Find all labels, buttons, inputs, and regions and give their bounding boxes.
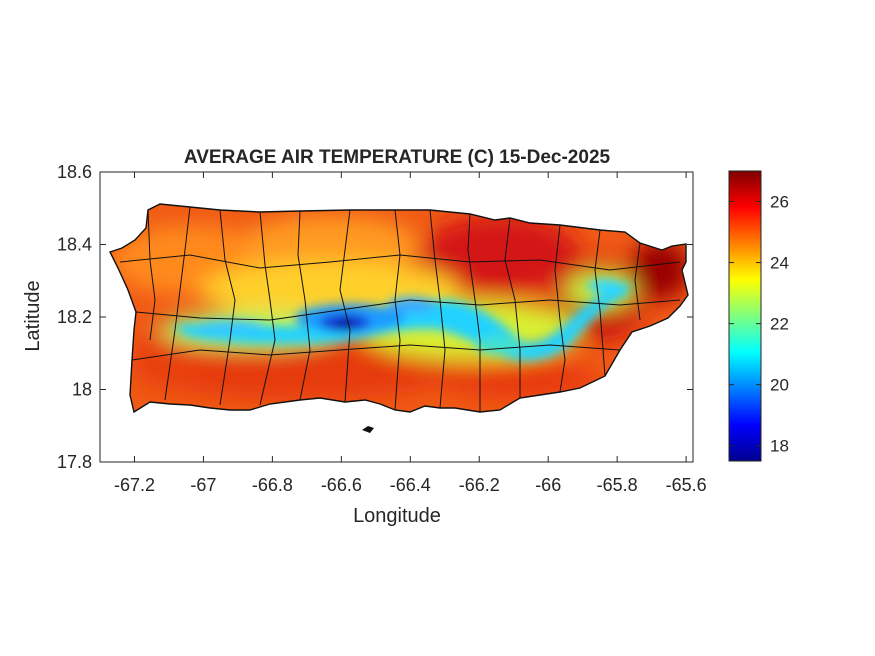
y-tick-label: 18	[72, 380, 92, 400]
y-tick-label: 18.6	[57, 162, 92, 182]
x-tick-label: -65.6	[666, 475, 707, 495]
colorbar-ticks: 18 20 22 24 26	[729, 193, 789, 456]
x-tick-label: -66.2	[459, 475, 500, 495]
x-tick-label: -66.8	[252, 475, 293, 495]
colorbar-tick-label: 20	[770, 376, 789, 395]
x-tick-label: -66.6	[321, 475, 362, 495]
x-tick-label: -66.4	[390, 475, 431, 495]
caja-de-muertos-island	[362, 426, 374, 433]
colorbar-tick-label: 18	[770, 437, 789, 456]
y-tick-label: 18.2	[57, 307, 92, 327]
x-axis: -67.2 -67 -66.8 -66.6 -66.4 -66.2 -66 -65.8 -65.…	[114, 172, 707, 495]
municipal-borders	[119, 206, 681, 412]
colorbar-tick-label: 22	[770, 315, 789, 334]
x-tick-label: -65.8	[597, 475, 638, 495]
y-axis-label: Latitude	[22, 280, 44, 351]
x-tick-label: -66	[535, 475, 561, 495]
chart-title: AVERAGE AIR TEMPERATURE (C) 15-Dec-2025	[184, 147, 611, 168]
x-tick-label: -67	[190, 475, 216, 495]
temperature-field	[110, 204, 688, 412]
y-tick-label: 18.4	[57, 235, 92, 255]
x-tick-label: -67.2	[114, 475, 155, 495]
colorbar-tick-label: 24	[770, 254, 789, 273]
colorbar-tick-label: 26	[770, 193, 789, 212]
y-axis: 18.6 18.4 18.2 18 17.8	[57, 162, 693, 472]
colorbar	[728, 170, 762, 462]
y-tick-label: 17.8	[57, 452, 92, 472]
x-axis-label: Longitude	[353, 505, 441, 527]
